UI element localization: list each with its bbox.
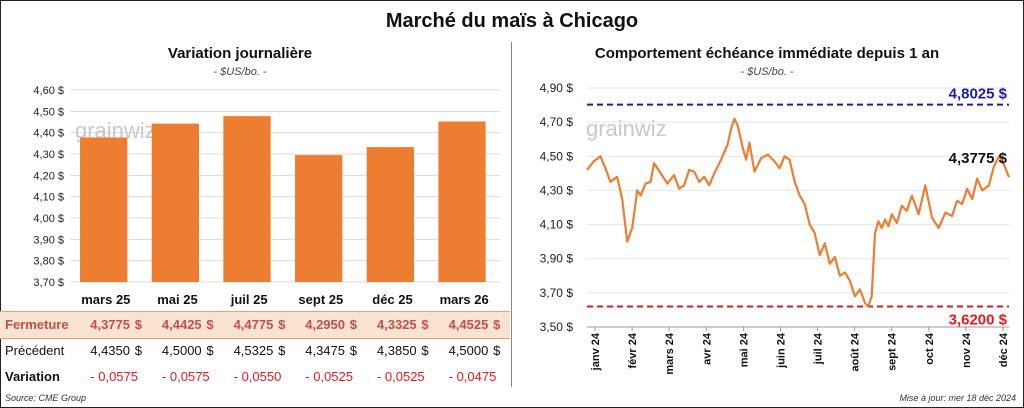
- cell-value: - 0,0575: [161, 369, 210, 384]
- cell-currency: $: [349, 317, 357, 332]
- row-label: Précédent: [5, 343, 65, 358]
- x-tick-label: août 24: [850, 332, 862, 371]
- table-row-variation: Variation - 0,0575 - 0,0575 - 0,0550 - 0,052…: [0, 364, 510, 390]
- cell-value: 4,3775: [90, 317, 130, 332]
- y-tick-label: 3,90 $: [33, 234, 64, 246]
- right-chart-title: Comportement échéance immédiate depuis 1…: [594, 45, 940, 62]
- reference-label: 4,8025 $: [949, 86, 1008, 103]
- y-tick-label: 4,50 $: [540, 149, 574, 163]
- x-tick-label: mai 25: [157, 292, 197, 307]
- x-tick-label: mars 25: [81, 292, 130, 307]
- panel-divider: [511, 42, 512, 387]
- y-tick-label: 3,70 $: [33, 277, 64, 289]
- y-tick-label: 4,90 $: [540, 81, 574, 95]
- cell-currency: $: [278, 317, 286, 332]
- y-tick-label: 4,30 $: [540, 183, 574, 197]
- cell-value: - 0,0525: [305, 369, 353, 384]
- y-tick-label: 4,60 $: [33, 85, 64, 97]
- cell-currency: $: [493, 317, 501, 332]
- y-tick-label: 4,70 $: [540, 115, 574, 129]
- cell-value: 4,5000: [448, 343, 489, 358]
- cell-value: - 0,0475: [448, 369, 497, 384]
- left-chart-title: Variation journalière: [167, 45, 313, 62]
- cell-value: 4,2950: [305, 317, 345, 332]
- x-tick-label: mars 26: [440, 292, 489, 307]
- cell-currency: $: [349, 343, 357, 358]
- cell-currency: $: [134, 343, 142, 358]
- grainwiz-logo: grainwiz: [586, 116, 667, 141]
- cell-value: 4,3325: [376, 317, 417, 332]
- x-tick-label: déc 25: [372, 292, 412, 307]
- y-tick-label: 3,90 $: [540, 252, 574, 266]
- table-row-plain: Précédent 4,4350 $4,5000 $4,5325 $4,3475 $4,3…: [0, 338, 510, 364]
- y-tick-label: 4,10 $: [33, 192, 64, 204]
- price-line: [586, 117, 1011, 308]
- source-note: Source: CME Group: [5, 393, 87, 403]
- cell-currency: $: [134, 317, 142, 332]
- cell-currency: $: [206, 317, 214, 332]
- x-tick-label: mars 24: [664, 332, 676, 374]
- bar-juil-25: [223, 116, 271, 282]
- y-tick-label: 4,10 $: [540, 218, 574, 232]
- x-tick-label: janv 24: [590, 332, 602, 371]
- cell-value: - 0,0575: [90, 369, 138, 384]
- table-row-fermeture: Fermeture 4,3775 $4,4425 $4,4775 $4,2950 $4,3…: [0, 311, 510, 339]
- cell-value: - 0,0550: [233, 369, 282, 384]
- x-tick-label: oct 24: [924, 332, 936, 365]
- reference-label: 3,6200 $: [949, 312, 1008, 329]
- x-tick-label: juil 24: [813, 332, 825, 365]
- x-tick-label: sept 24: [887, 332, 899, 371]
- page-title: Marché du maïs à Chicago: [385, 10, 639, 32]
- x-tick-label: nov 24: [961, 332, 973, 368]
- y-tick-label: 3,80 $: [33, 256, 64, 268]
- cell-value: 4,3850: [376, 343, 417, 358]
- cell-currency: $: [421, 317, 429, 332]
- cell-currency: $: [493, 343, 501, 358]
- y-tick-label: 4,20 $: [33, 170, 64, 182]
- last-price-label: 4,3775 $: [949, 150, 1008, 167]
- y-tick-label: 4,40 $: [33, 128, 64, 140]
- cell-value: 4,4525: [448, 317, 489, 332]
- y-tick-label: 3,50 $: [540, 320, 574, 334]
- bar-chart: 4,60 $ 4,50 $ 4,40 $ 4,30 $ 4,20 $ 4,10 $ 4,00…: [33, 85, 500, 307]
- update-note: Mise à jour: mer 18 déc 2024: [899, 393, 1016, 403]
- x-tick-label: sept 25: [298, 292, 343, 307]
- y-tick-label: 4,00 $: [33, 213, 64, 225]
- cell-value: 4,4425: [161, 317, 202, 332]
- cell-value: - 0,0525: [376, 369, 425, 384]
- line-chart: 4,90 $ 4,70 $ 4,50 $ 4,30 $ 4,10 $ 3,90 $ 3,70…: [540, 81, 1011, 375]
- y-tick-label: 3,70 $: [540, 286, 574, 300]
- y-tick-label: 4,50 $: [33, 106, 64, 118]
- cell-value: 4,5325: [233, 343, 274, 358]
- x-tick-label: avr 24: [701, 332, 713, 365]
- bar-mai-25: [151, 123, 199, 282]
- right-chart-unit: - $US/bo. -: [740, 66, 794, 78]
- x-tick-label: déc 24: [998, 332, 1010, 367]
- y-tick-label: 4,30 $: [33, 149, 64, 161]
- row-label: Variation: [5, 369, 60, 384]
- cell-currency: $: [206, 343, 214, 358]
- bar-mars-25: [80, 137, 128, 282]
- cell-value: 4,3475: [305, 343, 345, 358]
- bar-sept-25: [295, 155, 343, 282]
- cell-currency: $: [278, 343, 286, 358]
- left-chart-unit: - $US/bo. -: [213, 66, 267, 78]
- x-tick-label: juil 25: [230, 292, 268, 307]
- cell-value: 4,4775: [233, 317, 274, 332]
- x-tick-label: mai 24: [738, 332, 750, 367]
- row-label: Fermeture: [5, 317, 69, 332]
- cell-value: 4,4350: [90, 343, 130, 358]
- bar-déc-25: [366, 147, 414, 282]
- x-tick-label: juin 24: [775, 332, 787, 369]
- cell-value: 4,5000: [161, 343, 202, 358]
- x-tick-label: févr 24: [627, 332, 639, 368]
- cell-currency: $: [421, 343, 429, 358]
- bar-mars-26: [438, 121, 486, 282]
